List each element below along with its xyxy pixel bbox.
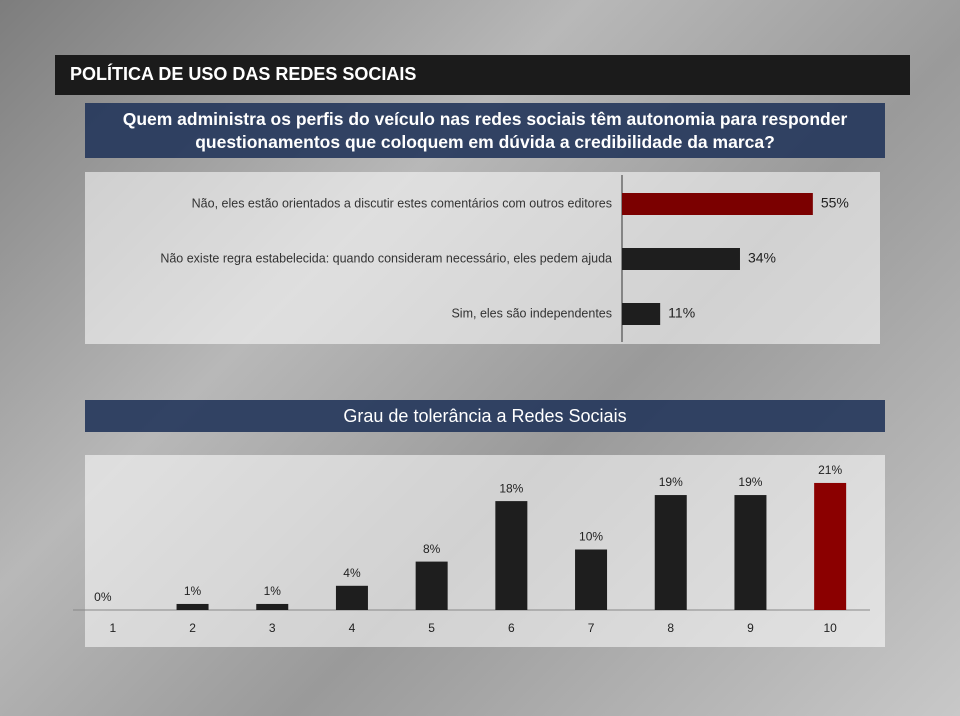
value-label: 55% bbox=[821, 195, 849, 211]
bar bbox=[622, 303, 661, 325]
category-label: Não existe regra estabelecida: quando co… bbox=[160, 251, 612, 265]
value-label: 1% bbox=[264, 584, 282, 598]
x-tick-label: 8 bbox=[667, 621, 674, 635]
chart-2-title-bar bbox=[85, 400, 885, 432]
question: Quem administra os perfis do veículo nas… bbox=[85, 103, 885, 158]
bar bbox=[176, 603, 209, 610]
value-label: 18% bbox=[499, 481, 523, 495]
bar bbox=[622, 248, 740, 270]
bar bbox=[256, 603, 289, 610]
value-label: 34% bbox=[748, 250, 776, 266]
value-label: 19% bbox=[659, 475, 683, 489]
title-bar bbox=[55, 55, 910, 95]
bar bbox=[622, 193, 813, 215]
bar bbox=[335, 585, 368, 610]
bar bbox=[575, 549, 608, 610]
x-tick-label: 5 bbox=[428, 621, 435, 635]
category-label: Não, eles estão orientados a discutir es… bbox=[192, 196, 612, 210]
value-label: 4% bbox=[343, 566, 361, 580]
value-label: 11% bbox=[668, 305, 695, 321]
x-tick-label: 7 bbox=[588, 621, 595, 635]
bar bbox=[814, 482, 847, 610]
bar bbox=[415, 561, 448, 610]
x-tick-label: 1 bbox=[110, 621, 117, 635]
value-label: 8% bbox=[423, 542, 441, 556]
x-tick-label: 2 bbox=[189, 621, 196, 635]
value-label: 0% bbox=[94, 590, 112, 604]
x-tick-label: 3 bbox=[269, 621, 276, 635]
value-label: 1% bbox=[184, 584, 202, 598]
x-tick-label: 6 bbox=[508, 621, 515, 635]
bar bbox=[734, 495, 767, 610]
chart-title: Grau de tolerância a Redes Sociais bbox=[343, 406, 626, 426]
x-tick-label: 4 bbox=[349, 621, 356, 635]
value-label: 10% bbox=[579, 530, 603, 544]
bar bbox=[654, 495, 687, 610]
value-label: 19% bbox=[738, 475, 762, 489]
slide-title: POLÍTICA DE USO DAS REDES SOCIAIS bbox=[70, 63, 416, 84]
category-label: Sim, eles são independentes bbox=[451, 306, 612, 320]
value-label: 21% bbox=[818, 463, 842, 477]
x-tick-label: 9 bbox=[747, 621, 754, 635]
bar bbox=[495, 501, 528, 610]
x-tick-label: 10 bbox=[823, 621, 837, 635]
